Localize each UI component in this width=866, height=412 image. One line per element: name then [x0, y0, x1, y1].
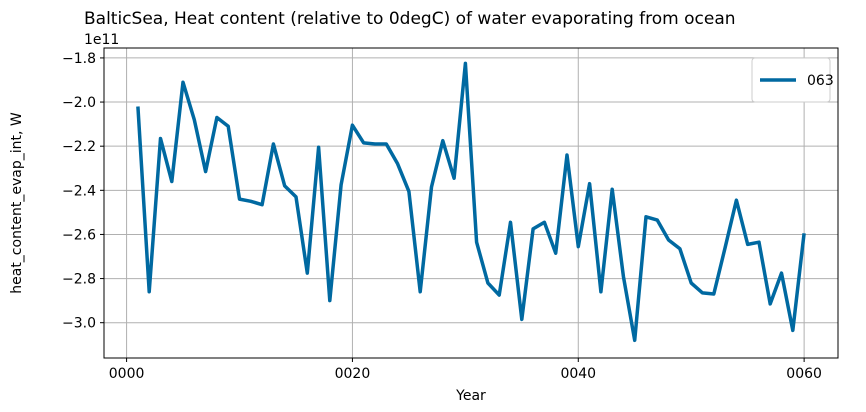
- y-tick-label: −2.8: [62, 272, 96, 288]
- chart-title: BalticSea, Heat content (relative to 0de…: [84, 9, 736, 29]
- y-tick-label: −2.0: [62, 95, 96, 111]
- legend: 063: [751, 57, 834, 103]
- y-axis: −3.0 −2.8 −2.6 −2.4 −2.2 −2.0 −1.8: [62, 51, 104, 332]
- axes-frame: [103, 47, 839, 359]
- y-tick-label: −2.4: [62, 183, 96, 199]
- series-line-063: [136, 61, 806, 343]
- y-offset-label: 1e11: [84, 32, 119, 48]
- x-tick-label: 0000: [109, 366, 145, 382]
- y-tick-label: −2.6: [62, 227, 96, 243]
- x-axis: 0000 0020 0040 0060: [109, 358, 822, 382]
- y-axis-label: heat_content_evap_int, W: [9, 112, 25, 294]
- y-tick-label: −1.8: [62, 51, 96, 67]
- x-tick-label: 0020: [335, 366, 371, 382]
- legend-label: 063: [807, 73, 834, 89]
- x-tick-label: 0060: [786, 366, 822, 382]
- y-tick-label: −3.0: [62, 316, 96, 332]
- x-axis-label: Year: [455, 388, 486, 404]
- grid: [104, 48, 838, 358]
- x-tick-label: 0040: [560, 366, 596, 382]
- plot-area: [136, 61, 806, 343]
- y-tick-label: −2.2: [62, 139, 96, 155]
